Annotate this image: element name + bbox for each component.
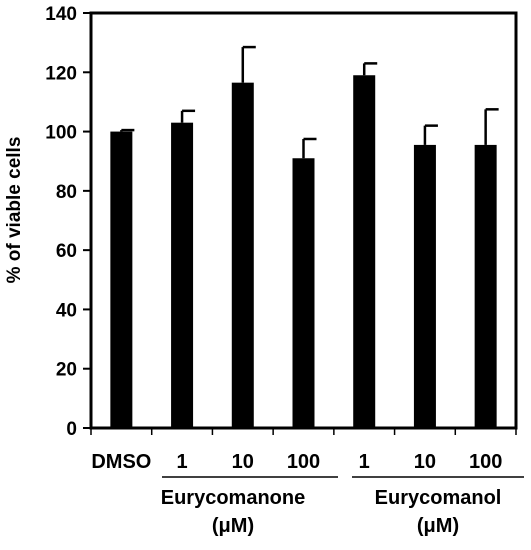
bar-1 [171,122,194,428]
bar-4 [353,75,376,428]
x-category-label: 10 [414,451,436,473]
eurycomanol-group-label: Eurycomanol [375,487,502,509]
eurycomanol-unit-label: (μM) [417,515,459,537]
eurycomanone-group-label: Eurycomanone [161,487,305,509]
bar-2 [231,82,254,429]
y-tick-label: 100 [45,123,77,144]
y-tick-label: 80 [56,182,77,203]
x-category-label: 100 [469,451,502,473]
x-category-label: 100 [287,451,320,473]
bar-5 [413,144,436,429]
bar-6 [474,144,497,429]
y-tick-label: 0 [66,419,77,440]
eurycomanone-unit-label: (μM) [212,515,254,537]
y-tick-label: 120 [45,63,77,84]
y-tick-label: 140 [45,4,77,25]
x-category-label: 1 [177,451,188,473]
bar-3 [292,158,315,428]
plot-area-frame [89,11,518,430]
bar-0 [110,131,133,429]
x-category-label: DMSO [91,451,151,473]
y-tick-label: 20 [56,360,77,381]
x-category-label: 1 [359,451,370,473]
x-category-label: 10 [232,451,254,473]
y-tick-label: 40 [56,300,77,321]
y-axis-label: % of viable cells [4,137,25,284]
y-tick-label: 60 [56,241,77,262]
